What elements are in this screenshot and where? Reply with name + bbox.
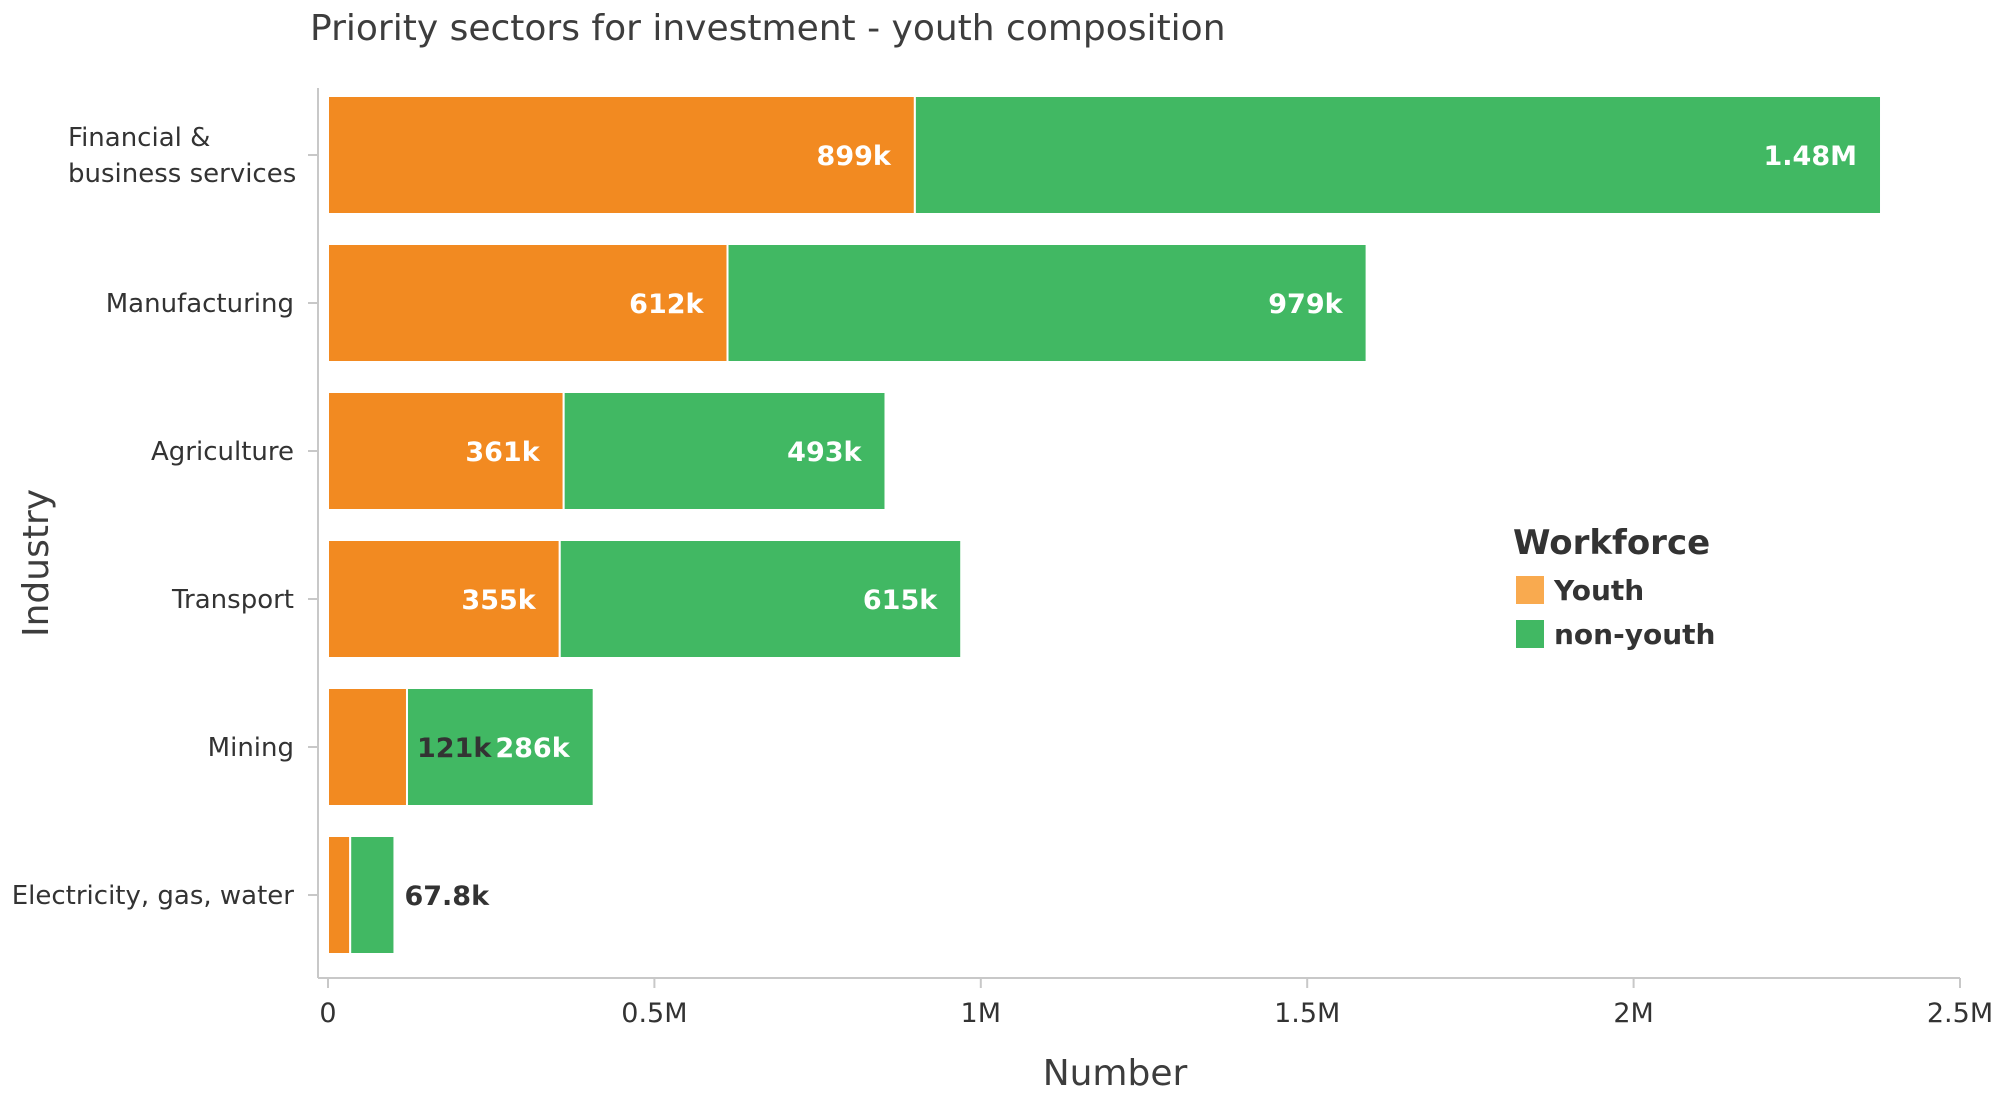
bar-youth bbox=[327, 243, 729, 363]
category-label: Electricity, gas, water bbox=[12, 881, 295, 911]
x-tick-label: 1.5M bbox=[1274, 998, 1340, 1029]
bar-non-youth bbox=[562, 391, 887, 511]
bar-non-youth bbox=[405, 687, 595, 807]
bar-non-youth bbox=[913, 95, 1883, 215]
legend: Workforce Youth non-youth bbox=[1513, 523, 1715, 651]
bar-non-youth bbox=[349, 835, 396, 955]
category-label: Manufacturing bbox=[106, 289, 294, 319]
x-axis-title: Number bbox=[1043, 1053, 1188, 1094]
category-label: Transport bbox=[171, 585, 294, 615]
x-tick-label: 0 bbox=[319, 998, 336, 1029]
legend-swatch bbox=[1516, 576, 1544, 604]
bars bbox=[327, 95, 1883, 955]
bar-youth bbox=[327, 539, 561, 659]
bar-youth bbox=[327, 687, 408, 807]
bar-non-youth bbox=[558, 539, 963, 659]
legend-label: non-youth bbox=[1554, 618, 1715, 651]
legend-title: Workforce bbox=[1513, 523, 1710, 563]
chart-title: Priority sectors for investment - youth … bbox=[310, 8, 1226, 49]
bar-value-label: 615k bbox=[863, 585, 938, 616]
x-tick-label: 2M bbox=[1613, 998, 1653, 1029]
bar-value-label: 355k bbox=[461, 585, 536, 616]
bar-youth bbox=[327, 835, 352, 955]
bar-youth bbox=[327, 95, 916, 215]
bar-value-label: 493k bbox=[787, 437, 862, 468]
x-tick-label: 2.5M bbox=[1927, 998, 1993, 1029]
bar-labels: 899k 1.48M 612k 979k 361k 493k 355k 615k 121k 286… bbox=[404, 141, 1857, 912]
bar-value-label: 67.8k bbox=[404, 881, 490, 912]
bar-value-label: 121k bbox=[417, 733, 492, 764]
x-tick-label: 0.5M bbox=[621, 998, 687, 1029]
bar-value-label: 612k bbox=[629, 289, 704, 320]
bar-non-youth bbox=[726, 243, 1368, 363]
bar-value-label: 979k bbox=[1268, 289, 1343, 320]
bar-value-label: 899k bbox=[817, 141, 892, 172]
bar-value-label: 361k bbox=[465, 437, 540, 468]
bar-value-label: 286k bbox=[495, 733, 570, 764]
category-label: Financial & business services bbox=[68, 123, 296, 189]
axes: 0 0.5M 1M 1.5M 2M 2.5M Financial & business ser… bbox=[12, 88, 1993, 1029]
x-tick-label: 1M bbox=[961, 998, 1001, 1029]
y-axis-title: Industry bbox=[16, 489, 57, 637]
bar-value-label: 1.48M bbox=[1764, 141, 1858, 172]
legend-swatch bbox=[1516, 620, 1544, 648]
category-label: Mining bbox=[208, 733, 294, 763]
category-label: Agriculture bbox=[151, 437, 294, 467]
legend-label: Youth bbox=[1553, 574, 1644, 607]
